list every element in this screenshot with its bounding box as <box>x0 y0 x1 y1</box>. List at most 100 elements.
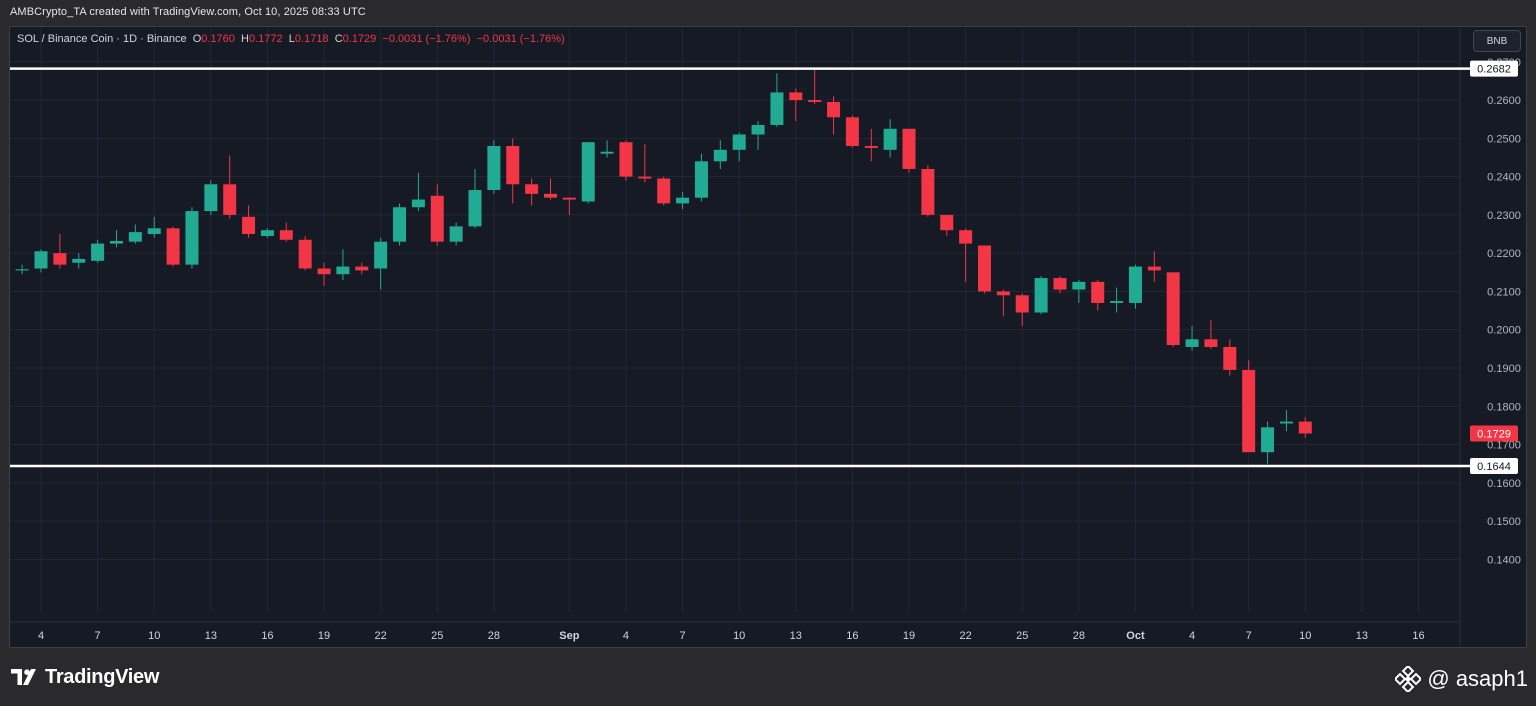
candle <box>506 138 520 204</box>
x-tick-label: 16 <box>261 630 273 642</box>
candle <box>959 228 973 282</box>
candle <box>185 207 199 269</box>
legend-open-label: O <box>192 33 202 45</box>
candle <box>1128 264 1142 309</box>
candle <box>676 191 690 210</box>
grid-lines <box>10 27 1460 612</box>
candle <box>1034 276 1048 315</box>
candle-body <box>449 226 463 242</box>
candle <box>770 73 784 127</box>
y-tick-label: 0.1500 <box>1487 516 1521 528</box>
candle-body <box>657 178 671 204</box>
candle-body <box>53 253 67 265</box>
level-price-tag <box>1470 60 1518 77</box>
candlestick-chart[interactable]: 0.27000.26000.25000.24000.23000.22000.21… <box>10 27 1526 647</box>
candle <box>260 228 274 238</box>
candle <box>827 96 841 135</box>
candle <box>864 128 878 162</box>
candle-body <box>91 243 105 261</box>
candle <box>996 289 1010 317</box>
candle-body <box>638 176 652 179</box>
candle-body <box>411 199 425 208</box>
candle-body <box>1185 339 1199 347</box>
ohlc-legend: SOL / Binance Coin · 1D · Binance O0.176… <box>17 33 565 45</box>
candle-body <box>393 207 407 242</box>
currency-button[interactable]: BNB <box>1473 30 1521 52</box>
candle-body <box>751 124 765 135</box>
candle <box>1053 276 1067 294</box>
candle <box>336 249 350 280</box>
legend-close-value: 0.1729 <box>342 33 377 45</box>
candle <box>921 165 935 217</box>
candle-body <box>543 193 557 198</box>
candle-body <box>15 269 29 271</box>
candle <box>72 253 86 269</box>
candle <box>468 168 482 229</box>
chart-caption: AMBCrypto_TA created with TradingView.co… <box>10 6 366 18</box>
candle <box>34 249 48 273</box>
candle <box>317 262 331 286</box>
candle-body <box>1034 278 1048 313</box>
candle <box>279 222 293 242</box>
legend-change-secondary: −0.0031 (−1.76%) <box>476 33 565 45</box>
candle-body <box>109 240 123 244</box>
candle <box>694 153 708 202</box>
legend-low-label: L <box>288 33 295 45</box>
candle <box>1279 410 1293 432</box>
candle <box>751 121 765 150</box>
candle <box>978 245 991 294</box>
candle-body <box>845 117 859 146</box>
candle <box>600 140 614 158</box>
candle <box>91 239 105 263</box>
candle-body <box>1298 421 1312 434</box>
candle <box>1147 251 1161 282</box>
candle <box>166 226 180 267</box>
candle-body <box>374 241 388 269</box>
candle <box>449 222 463 246</box>
candle-body <box>1091 281 1105 303</box>
candle-body <box>581 142 595 202</box>
candle-body <box>1223 346 1237 370</box>
x-tick-label: 7 <box>680 630 686 642</box>
candle-body <box>996 291 1010 296</box>
legend-symbol: SOL / Binance Coin · 1D · Binance <box>17 33 187 45</box>
legend-close-label: C <box>334 33 343 45</box>
y-tick-label: 0.1400 <box>1487 554 1521 566</box>
candle-body <box>279 230 293 240</box>
candle-body <box>1166 272 1180 346</box>
candle-body <box>468 190 482 227</box>
x-tick-label: 4 <box>1189 630 1195 642</box>
candle <box>1223 339 1237 376</box>
candle-body <box>600 151 614 154</box>
candle-body <box>562 197 576 200</box>
candle-body <box>1147 266 1161 271</box>
candle <box>393 203 407 246</box>
x-tick-label: 16 <box>1412 630 1424 642</box>
candle-body <box>487 146 501 191</box>
x-tick-label: 4 <box>38 630 44 642</box>
y-tick-label: 0.2000 <box>1487 325 1521 337</box>
candle-body <box>506 146 520 185</box>
last-price-tag <box>1470 425 1518 442</box>
candle-body <box>902 128 916 169</box>
candle <box>1166 272 1180 347</box>
candle <box>581 142 595 204</box>
candle-body <box>1128 266 1142 303</box>
candle-body <box>676 197 690 204</box>
candle-body <box>1261 427 1275 453</box>
last-price-label: 0.1729 <box>1477 428 1511 440</box>
candle-body <box>525 184 539 194</box>
candle-body <box>827 101 841 118</box>
candle <box>204 180 218 215</box>
candle <box>147 216 161 238</box>
candle <box>883 119 897 158</box>
x-tick-label: 22 <box>960 630 972 642</box>
candle <box>53 234 67 269</box>
legend-change: −0.0031 (−1.76%) <box>382 33 471 45</box>
candle-body <box>430 195 444 242</box>
y-tick-label: 0.1900 <box>1487 363 1521 375</box>
candle <box>845 115 859 148</box>
candle <box>638 144 652 183</box>
candle-body <box>1015 295 1029 313</box>
x-tick-label: 19 <box>318 630 330 642</box>
